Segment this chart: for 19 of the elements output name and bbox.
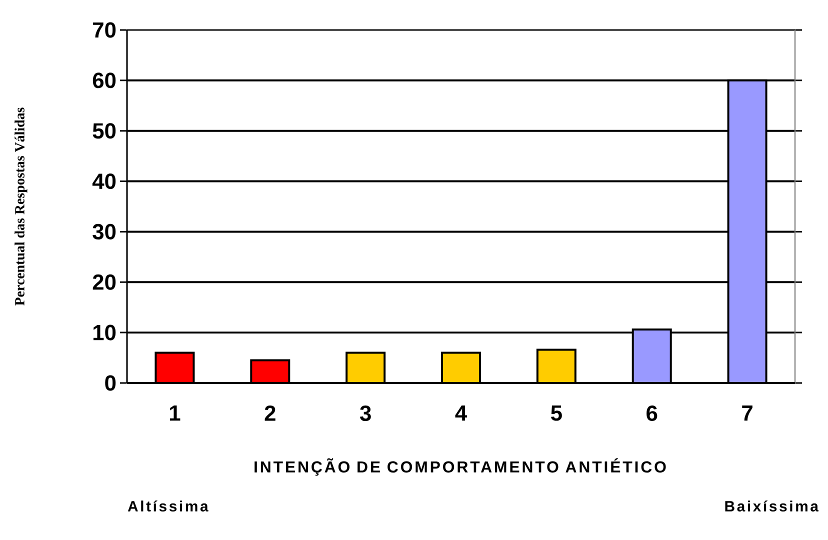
- y-tick-label: 30: [92, 224, 116, 240]
- y-tick-label: 0: [105, 375, 116, 391]
- y-tick-label: 40: [92, 174, 116, 190]
- x-axis-title: INTENÇÃO DE COMPORTAMENTO ANTIÉTICO: [254, 458, 666, 476]
- x-tick-label: 2: [264, 405, 276, 421]
- y-tick-label: 70: [93, 22, 116, 38]
- x-tick-label: 3: [360, 405, 371, 422]
- y-tick-label: 10: [93, 324, 116, 340]
- x-tick-label: 4: [455, 406, 467, 421]
- x-tick-label: 6: [646, 405, 658, 422]
- text: Altíssima: [128, 500, 208, 512]
- text: Baixíssima: [725, 500, 819, 512]
- y-tick-label: 50: [92, 123, 116, 139]
- y-axis-title: Percentual das Respostas Válidas: [14, 108, 28, 306]
- y-tick-label: 60: [92, 72, 116, 88]
- x-tick-label: 1: [170, 406, 180, 421]
- y-tick-label: 20: [92, 274, 116, 290]
- x-tick-label: 7: [742, 406, 752, 421]
- x-tick-label: 5: [551, 406, 562, 421]
